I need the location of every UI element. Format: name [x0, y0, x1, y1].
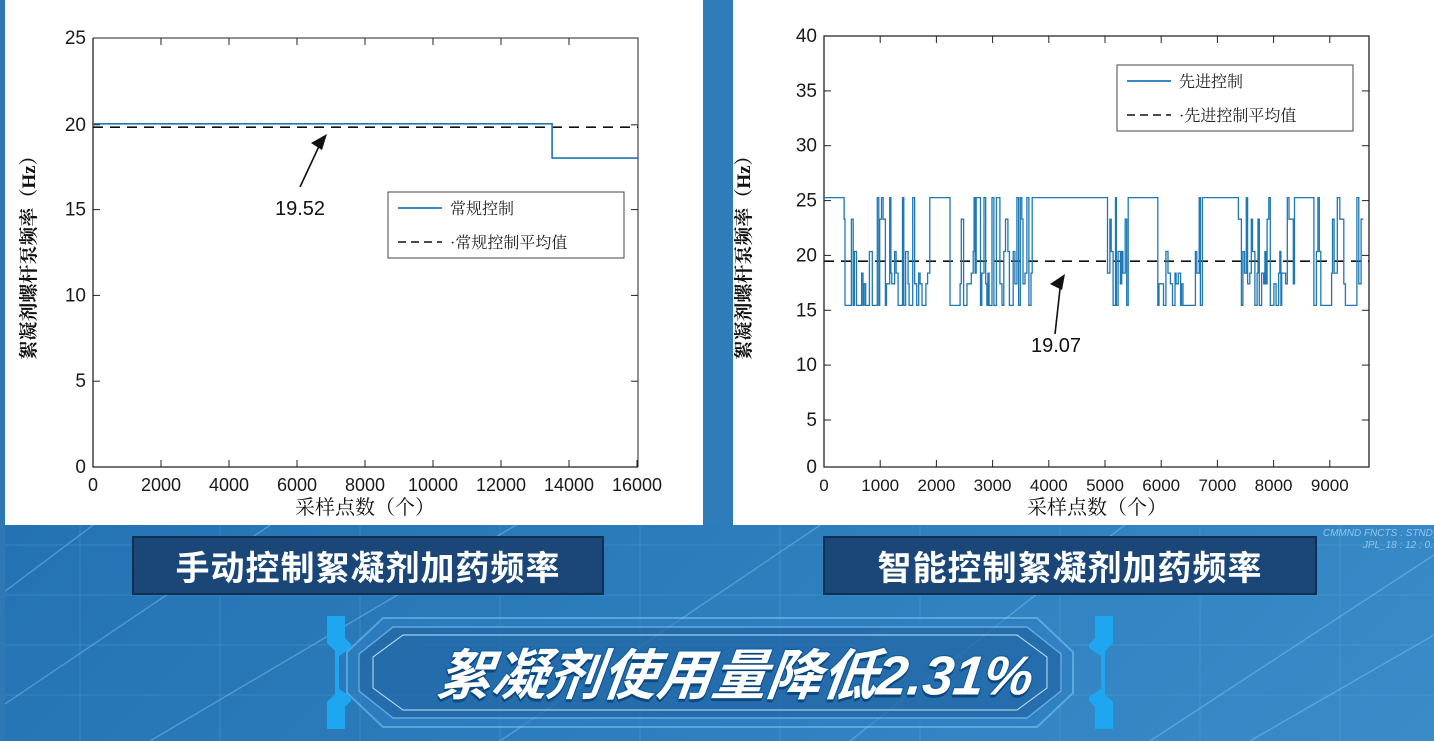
svg-text:16000: 16000 — [612, 475, 662, 495]
svg-text:20: 20 — [796, 245, 817, 266]
svg-text:6000: 6000 — [277, 475, 317, 495]
svg-text:2000: 2000 — [141, 475, 181, 495]
svg-text:常规控制: 常规控制 — [450, 200, 514, 218]
svg-text:10: 10 — [796, 355, 817, 376]
svg-text:10: 10 — [65, 285, 86, 306]
svg-text:·先进控制平均值: ·先进控制平均值 — [1179, 107, 1296, 125]
svg-text:20: 20 — [65, 115, 86, 136]
svg-text:25: 25 — [796, 191, 817, 212]
svg-text:0: 0 — [819, 476, 828, 495]
svg-text:采样点数（个）: 采样点数（个） — [295, 496, 435, 519]
svg-text:9000: 9000 — [1311, 476, 1349, 495]
svg-text:4000: 4000 — [209, 475, 249, 495]
svg-text:5: 5 — [75, 371, 86, 392]
svg-text:·常规控制平均值: ·常规控制平均值 — [450, 234, 567, 252]
svg-text:19.07: 19.07 — [1031, 335, 1081, 357]
svg-text:25: 25 — [65, 28, 86, 49]
svg-text:0: 0 — [88, 475, 98, 495]
svg-text:0: 0 — [75, 457, 86, 478]
svg-text:0: 0 — [806, 457, 817, 478]
svg-text:1000: 1000 — [861, 476, 899, 495]
svg-text:12000: 12000 — [476, 475, 526, 495]
svg-text:先进控制: 先进控制 — [1179, 73, 1243, 91]
svg-text:2000: 2000 — [917, 476, 955, 495]
svg-text:35: 35 — [796, 81, 817, 102]
svg-text:15: 15 — [65, 200, 86, 221]
svg-text:15: 15 — [796, 300, 817, 321]
svg-text:40: 40 — [796, 26, 817, 47]
svg-text:絮凝剂螺杆泵频率（Hz）: 絮凝剂螺杆泵频率（Hz） — [732, 146, 755, 359]
svg-text:19.52: 19.52 — [275, 198, 325, 220]
svg-text:5000: 5000 — [1086, 476, 1124, 495]
svg-text:10000: 10000 — [408, 475, 458, 495]
svg-text:6000: 6000 — [1142, 476, 1180, 495]
svg-text:30: 30 — [796, 136, 817, 157]
svg-text:8000: 8000 — [345, 475, 385, 495]
svg-text:采样点数（个）: 采样点数（个） — [1027, 496, 1167, 519]
svg-text:4000: 4000 — [1030, 476, 1068, 495]
svg-text:3000: 3000 — [974, 476, 1012, 495]
svg-text:8000: 8000 — [1255, 476, 1293, 495]
svg-text:絮凝剂螺杆泵频率（Hz）: 絮凝剂螺杆泵频率（Hz） — [17, 146, 40, 359]
svg-text:5: 5 — [806, 410, 817, 431]
svg-text:14000: 14000 — [544, 475, 594, 495]
svg-text:7000: 7000 — [1198, 476, 1236, 495]
